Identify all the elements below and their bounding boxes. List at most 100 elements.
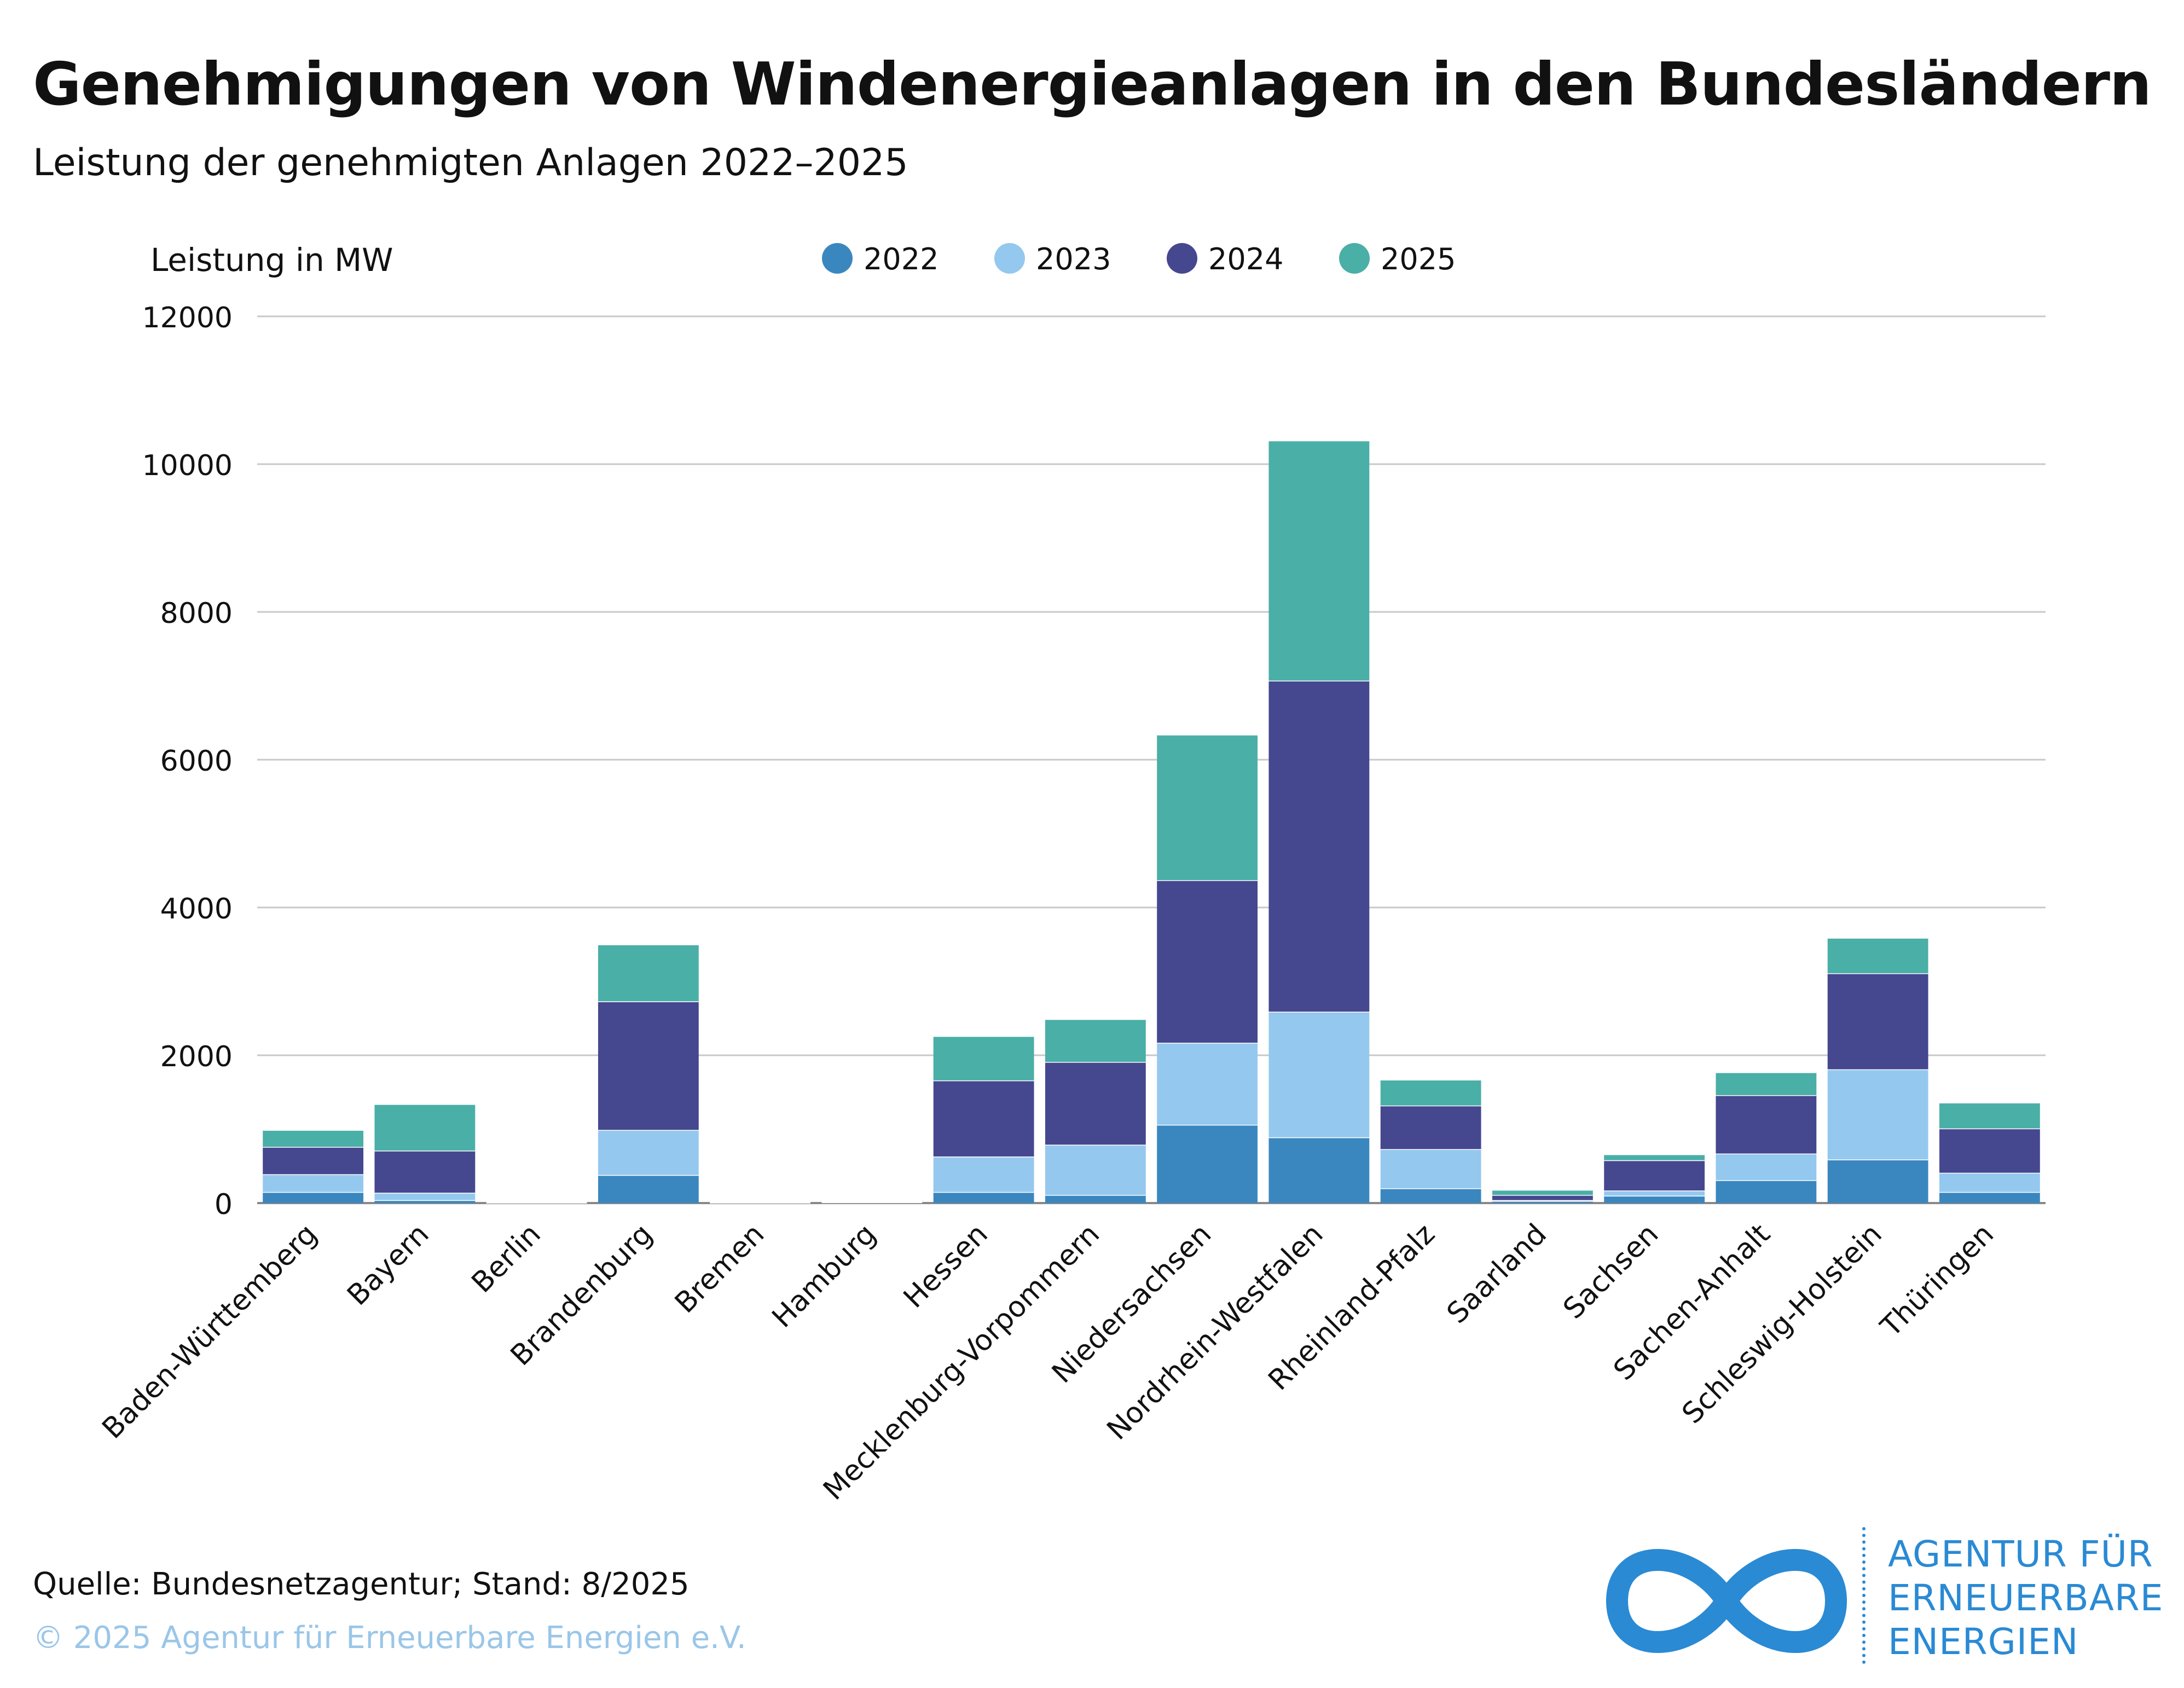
aee-logo: AGENTUR FÜR ERNEUERBARE ENERGIEN [1598,1527,2178,1675]
y-axis-label: Leistung in MW [150,241,393,279]
x-axis-ticks: Baden-Württemberg Bayern BerlinBrandenburg… [96,1218,2000,1507]
bar-segment-2025 [1380,1079,1481,1106]
bar-segment-2025 [1492,1189,1593,1195]
bar-segment-2025 [1716,1072,1817,1095]
bar-segment-2022 [1380,1188,1481,1203]
legend-swatch [1339,243,1370,274]
bar-stack [1604,1153,1705,1203]
x-tick-label: Nordrhein-Westfalen [1101,1218,1330,1447]
bar-segment-2022 [1268,1137,1370,1203]
bar-segment-2025 [598,944,699,1002]
bar-segment-2023 [1045,1144,1146,1195]
bar-segment-2023 [1380,1149,1481,1188]
x-tick-label: Sachsen [1557,1218,1665,1326]
logo-line-1: AGENTUR FÜR [1888,1533,2153,1575]
bar-segment-2022 [1492,1200,1593,1203]
bar-segment-2023 [1268,1011,1370,1137]
legend-label: 2023 [1036,242,1111,276]
bar-stack [933,1035,1034,1203]
y-tick-label: 2000 [160,1040,233,1073]
y-tick-label: 10000 [142,449,233,482]
x-tick-label: Hessen [897,1218,994,1315]
logo-line-3: ENERGIEN [1888,1621,2079,1663]
bar-segment-2024 [1268,680,1370,1012]
bar-segment-2025 [374,1104,476,1151]
legend-label: 2024 [1208,242,1283,276]
bar-segment-2024 [933,1080,1034,1157]
x-tick-label: Thüringen [1874,1218,2000,1344]
legend: 2022 2023 2024 2025 [822,242,1456,276]
bar-segment-2023 [1716,1153,1817,1181]
x-tick-label: Berlin [466,1218,547,1299]
chart-subtitle: Leistung der genehmigten Anlagen 2022–20… [33,141,908,184]
logo-divider [1862,1527,1866,1664]
x-tick-label: Saarland [1441,1218,1553,1330]
y-axis-ticks: 0 2000 4000 6000 8000 10000 12000 [142,302,233,1221]
bar-segment-2022 [1716,1180,1817,1203]
logo-text: AGENTUR FÜR ERNEUERBARE ENERGIEN [1888,1533,2164,1664]
x-tick-label: Bremen [669,1218,771,1320]
y-tick-label: 0 [215,1188,233,1221]
bar-segment-2024 [1157,880,1258,1043]
infinity-logo-icon [1606,1549,1847,1653]
bar-segment-2025 [933,1036,1034,1080]
bar-segment-2024 [263,1147,364,1175]
bar-stack [1939,1101,2040,1203]
bar-segment-2022 [1827,1159,1928,1203]
bar-segment-2024 [1045,1062,1146,1145]
bar-stack [710,1200,811,1204]
bar-segment-2024 [1604,1160,1705,1191]
x-tick-label: Hamburg [766,1218,883,1334]
bar-segment-2025 [1268,440,1370,681]
bar-segment-2023 [1827,1069,1928,1160]
bar-segment-2023 [1939,1172,2040,1192]
bar-segment-2022 [933,1192,1034,1203]
y-tick-label: 6000 [160,745,233,778]
x-tick-label: Bayern [341,1218,435,1312]
bar-segment-2024 [1716,1095,1817,1154]
bar-stack [263,1129,364,1203]
bar-segment-2023 [1157,1043,1258,1125]
bar-stack [821,1199,923,1204]
bar-stack [1268,440,1370,1203]
bar-segment-2023 [933,1156,1034,1192]
bar-segment-2022 [1045,1195,1146,1203]
bar-segment-2025 [1939,1102,2040,1129]
bar-stack [598,944,699,1203]
bar-stack [1380,1079,1481,1203]
bar-stack [1492,1189,1593,1203]
legend-swatch [1167,243,1197,274]
logo-line-2: ERNEUERBARE [1888,1577,2164,1619]
bar-segment-2024 [374,1151,476,1193]
bar-segment-2024 [1380,1105,1481,1149]
bar-segment-2022 [1604,1195,1705,1203]
bar-segment-2024 [598,1001,699,1130]
bar-segment-2022 [598,1175,699,1203]
bar-segment-2025 [1157,735,1258,881]
bar-stack [1716,1071,1817,1203]
legend-label: 2025 [1381,242,1456,276]
x-tick-label: Schleswig-Holstein [1676,1218,1888,1430]
bar-segment-2025 [1827,938,1928,974]
gridlines [257,315,2046,1204]
stacked-bar-chart: Leistung in MW 2022 2023 2024 2025 0 2000 400… [96,241,2046,1507]
legend-swatch [994,243,1025,274]
bars [263,440,2040,1204]
bar-segment-2023 [374,1193,476,1200]
bar-segment-2022 [1157,1124,1258,1203]
legend-swatch [822,243,853,274]
copyright-note: © 2025 Agentur für Erneuerbare Energien … [33,1620,746,1656]
source-note: Quelle: Bundesnetzagentur; Stand: 8/2025 [33,1566,690,1602]
bar-stack [1045,1018,1146,1203]
bar-segment-2024 [1827,973,1928,1070]
chart-title: Genehmigungen von Windenergieanlagen in … [33,50,2152,119]
bar-segment-2022 [1939,1192,2040,1203]
bar-segment-2024 [1492,1195,1593,1200]
bar-segment-2022 [263,1192,364,1203]
y-tick-label: 4000 [160,893,233,926]
bar-segment-2025 [1604,1154,1705,1160]
bar-segment-2023 [598,1130,699,1175]
bar-segment-2024 [1939,1128,2040,1173]
bar-segment-2023 [1604,1190,1705,1196]
bar-segment-2025 [263,1130,364,1147]
